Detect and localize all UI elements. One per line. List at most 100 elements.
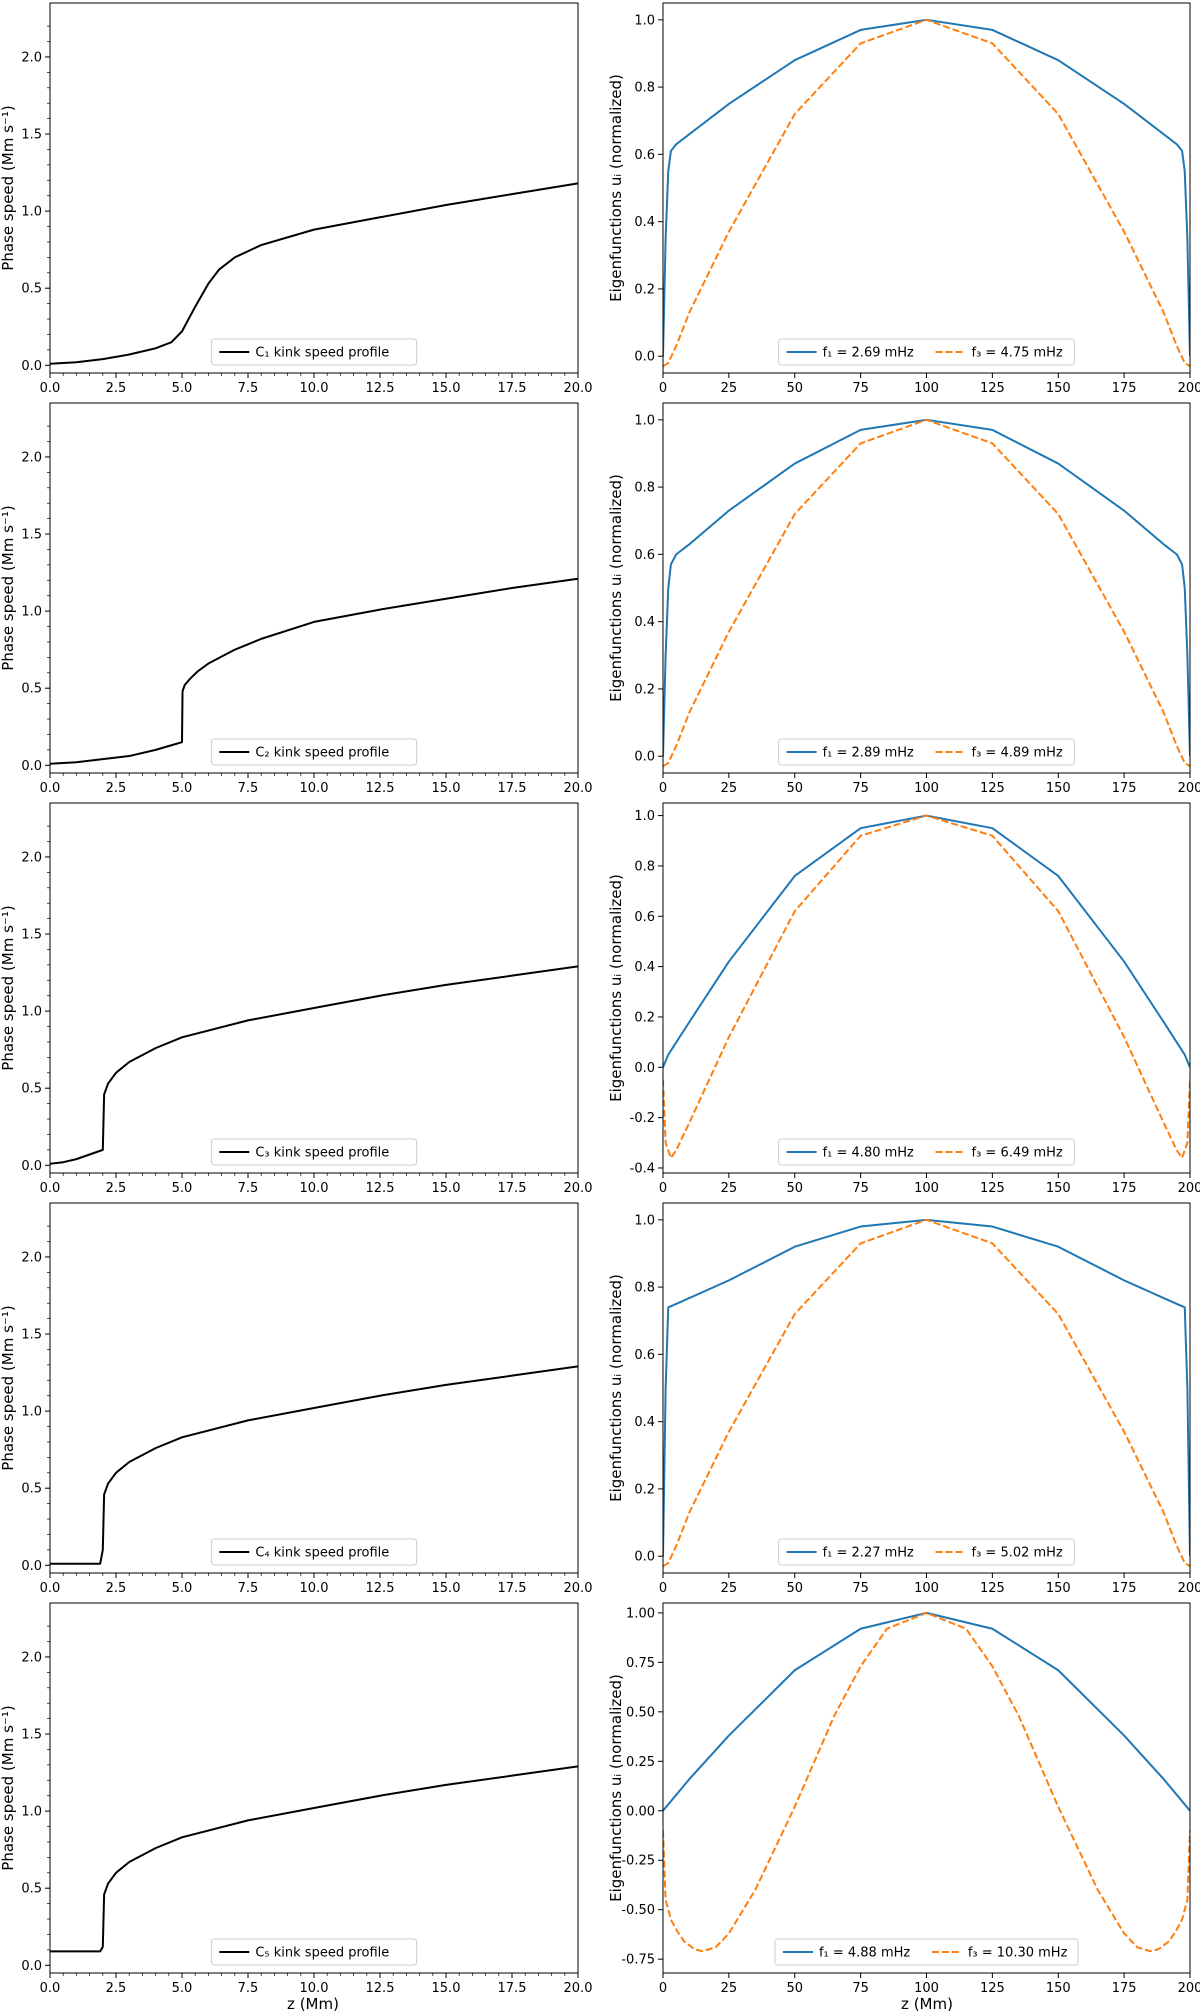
chart-7-legend: C₄ kink speed profile (210, 1538, 418, 1566)
chart-2-xtick-label: 0 (659, 381, 667, 396)
chart-6-series-2-line (663, 814, 1190, 1159)
chart-10-ytick-label: 0.25 (626, 1755, 655, 1770)
chart-9-legend-label-1: C₅ kink speed profile (255, 1946, 389, 1961)
chart-2-ytick-label: 0.6 (634, 148, 655, 163)
chart-7-panel: 0.0 2.5 5.0 7.5 10.0 12.5 15.0 17.5 20.0 0.0 0.5 1.… (0, 1202, 592, 1596)
x-axis-label-right: z (Mm) (901, 1995, 953, 2013)
chart-6-xtick-label: 100 (914, 1181, 939, 1196)
chart-3-ytick-label: 1.5 (21, 528, 42, 543)
chart-5-ytick-label: 1.5 (21, 928, 42, 943)
chart-1-legend: C₁ kink speed profile (210, 338, 418, 366)
chart-5-xtick-label: 0.0 (40, 1181, 61, 1196)
chart-10-ytick-label: 0.50 (626, 1705, 655, 1720)
chart-8-xtick-label: 150 (1046, 1581, 1071, 1596)
chart-7-xtick-label: 12.5 (366, 1581, 395, 1596)
chart-5-axes-frame (49, 802, 579, 1174)
chart-1-xtick-label: 12.5 (366, 381, 395, 396)
chart-8-xtick-label: 25 (721, 1581, 738, 1596)
chart-10-xtick-label: 100 (914, 1981, 939, 1996)
chart-9-ytick-label: 1.5 (21, 1728, 42, 1743)
chart-9-ylabel: Phase speed (Mm s⁻¹) (0, 1705, 17, 1870)
chart-3-xtick-label: 12.5 (366, 781, 395, 796)
chart-6-panel: 0 25 50 75 100 125 150 175 200 -0.4 -0.2 0.0 0.2 0.4 0… (607, 802, 1200, 1196)
chart-5-panel: 0.0 2.5 5.0 7.5 10.0 12.5 15.0 17.5 20.0 0.0 0.5 1.… (0, 802, 593, 1196)
chart-5-ytick-label: 0.0 (21, 1159, 42, 1174)
chart-9-xtick-label: 2.5 (106, 1981, 127, 1996)
chart-8-ylabel: Eigenfunctions uᵢ (normalized) (607, 1274, 625, 1502)
chart-2-axes-frame (662, 2, 1191, 374)
chart-8-series-2-line (663, 1218, 1190, 1568)
chart-8-ytick-label: 0.2 (634, 1482, 655, 1497)
chart-5-xtick-label: 10.0 (300, 1181, 329, 1196)
chart-10-legend-label-1: f₁ = 4.88 mHz (819, 1946, 910, 1961)
chart-1-ytick-label: 1.5 (21, 128, 42, 143)
chart-6-ytick-label: 0.8 (634, 859, 655, 874)
chart-4-xtick-label: 175 (1112, 781, 1137, 796)
chart-1-ytick-label: 0.0 (21, 359, 42, 374)
chart-9-xtick-label: 15.0 (432, 1981, 461, 1996)
chart-1-xtick-label: 5.0 (172, 381, 193, 396)
chart-8-legend-label-1: f₁ = 2.27 mHz (823, 1546, 914, 1561)
chart-6-legend-label-1: f₁ = 4.80 mHz (823, 1146, 914, 1161)
chart-5-ytick-label: 1.0 (21, 1005, 42, 1020)
chart-3-ylabel: Phase speed (Mm s⁻¹) (0, 505, 17, 670)
chart-2-xtick-label: 50 (786, 381, 803, 396)
chart-5-legend-box (210, 1138, 418, 1166)
chart-8-legend-box (778, 1538, 1075, 1566)
chart-7-ytick-label: 0.5 (21, 1482, 42, 1497)
chart-2-ytick-label: 0.4 (634, 215, 655, 230)
chart-2-ytick-label: 0.2 (634, 282, 655, 297)
chart-4-ytick-label: 0.8 (634, 481, 655, 496)
chart-9-legend: C₅ kink speed profile (210, 1938, 418, 1966)
chart-4-ytick-label: 0.4 (634, 615, 655, 630)
chart-3-ytick-label: 0.0 (21, 759, 42, 774)
chart-4-xtick-label: 200 (1178, 781, 1200, 796)
chart-8-xtick-label: 100 (914, 1581, 939, 1596)
chart-2-xtick-label: 200 (1178, 381, 1200, 396)
chart-4-ylabel: Eigenfunctions uᵢ (normalized) (607, 474, 625, 702)
chart-4-legend-box (778, 738, 1075, 766)
chart-4-series-1-line (663, 418, 1190, 757)
chart-4-xtick-label: 150 (1046, 781, 1071, 796)
chart-5-xtick-label: 20.0 (564, 1181, 593, 1196)
chart-9-axes-frame (49, 1602, 579, 1974)
chart-8-series-1-line (663, 1218, 1190, 1557)
chart-10-ytick-label: -0.50 (621, 1903, 655, 1918)
chart-8-legend: f₁ = 2.27 mHz f₃ = 5.02 mHz (778, 1538, 1075, 1566)
chart-7-ytick-label: 0.0 (21, 1559, 42, 1574)
chart-9-ytick-label: 0.5 (21, 1882, 42, 1897)
chart-2-ytick-label: 0.8 (634, 81, 655, 96)
chart-9-xtick-label: 5.0 (172, 1981, 193, 1996)
chart-4-ytick-label: 0.2 (634, 682, 655, 697)
chart-8-ytick-label: 0.4 (634, 1415, 655, 1430)
chart-2-legend-label-1: f₁ = 2.69 mHz (823, 346, 914, 361)
chart-9-xtick-label: 20.0 (564, 1981, 593, 1996)
chart-3-xtick-label: 5.0 (172, 781, 193, 796)
chart-2-ytick-label: 1.0 (634, 13, 655, 28)
chart-3-xtick-label: 20.0 (564, 781, 593, 796)
chart-8-xtick-label: 175 (1112, 1581, 1137, 1596)
chart-3-ytick-label: 2.0 (21, 450, 42, 465)
chart-1-legend-label-1: C₁ kink speed profile (255, 346, 389, 361)
chart-3-xtick-label: 0.0 (40, 781, 61, 796)
chart-3-xtick-label: 2.5 (106, 781, 127, 796)
chart-10-xtick-label: 50 (786, 1981, 803, 1996)
chart-7-xtick-label: 15.0 (432, 1581, 461, 1596)
chart-4-ytick-label: 1.0 (634, 413, 655, 428)
chart-2-xtick-label: 150 (1046, 381, 1071, 396)
chart-1-ylabel: Phase speed (Mm s⁻¹) (0, 105, 17, 270)
chart-10-legend: f₁ = 4.88 mHz f₃ = 10.30 mHz (774, 1938, 1079, 1966)
chart-5-xtick-label: 7.5 (238, 1181, 259, 1196)
chart-6-xtick-label: 50 (786, 1181, 803, 1196)
chart-6-ylabel: Eigenfunctions uᵢ (normalized) (607, 874, 625, 1102)
chart-8-axes-frame (662, 1202, 1191, 1574)
chart-6-ytick-label: 0.6 (634, 910, 655, 925)
chart-7-xtick-label: 0.0 (40, 1581, 61, 1596)
chart-4-series-2-line (663, 418, 1190, 768)
chart-1-xtick-label: 0.0 (40, 381, 61, 396)
chart-7-ytick-label: 2.0 (21, 1250, 42, 1265)
chart-4-xtick-label: 25 (721, 781, 738, 796)
chart-1-xtick-label: 10.0 (300, 381, 329, 396)
chart-3-ytick-label: 0.5 (21, 682, 42, 697)
chart-3-panel: 0.0 2.5 5.0 7.5 10.0 12.5 15.0 17.5 20.0 0.0 0.5 1.… (0, 402, 593, 796)
